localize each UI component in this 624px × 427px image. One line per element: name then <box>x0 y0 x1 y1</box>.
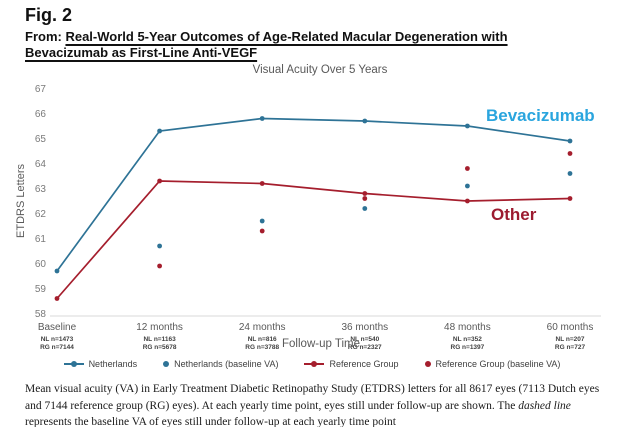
legend-label: Netherlands <box>88 359 138 369</box>
data-point-netherlands-baseline-va <box>465 183 470 189</box>
data-point-netherlands <box>465 123 470 129</box>
y-tick-label: 64 <box>35 159 47 170</box>
x-tick-label: 24 months <box>239 322 286 333</box>
data-point-reference-group <box>157 178 163 184</box>
dot-marker-icon <box>424 361 431 367</box>
chart-legend: Netherlands Netherlands (baseline VA) Re… <box>0 359 624 369</box>
y-tick-label: 59 <box>35 284 47 295</box>
y-tick-label: 63 <box>35 184 47 195</box>
y-tick-label: 58 <box>35 309 47 320</box>
legend-label: Reference Group <box>329 359 399 369</box>
from-prefix: From: <box>25 29 66 44</box>
figure-source-title: From: Real-World 5-Year Outcomes of Age-… <box>25 29 605 61</box>
x-axis-title: Follow-up Time <box>282 338 360 350</box>
x-tick-sublabel: RG n=2327 <box>348 344 382 351</box>
y-tick-label: 66 <box>35 109 47 120</box>
y-tick-label: 61 <box>35 234 47 245</box>
x-tick-sublabel: RG n=7144 <box>40 344 74 351</box>
data-point-netherlands <box>259 116 265 121</box>
article-title-line1: Real-World 5-Year Outcomes of Age-Relate… <box>65 29 508 44</box>
x-tick-sublabel: NL n=352 <box>453 336 482 343</box>
figure-label: Fig. 2 <box>25 5 73 25</box>
data-point-netherlands-baseline-va <box>259 218 265 224</box>
data-point-reference-group-baseline-va <box>259 228 265 234</box>
x-tick-sublabel: RG n=1397 <box>451 344 485 351</box>
article-title-line2: Bevacizumab as First-Line Anti-VEGF <box>25 45 258 60</box>
data-point-reference-group <box>465 198 470 204</box>
data-point-reference-group-baseline-va <box>362 196 368 201</box>
x-tick-sublabel: NL n=1163 <box>143 336 176 343</box>
caption-text: Mean visual acuity (VA) in Early Treatme… <box>25 383 600 412</box>
x-tick-sublabel: NL n=207 <box>556 336 585 343</box>
series-line-reference-group <box>56 180 571 300</box>
x-tick-sublabel: RG n=5678 <box>143 344 177 351</box>
article-title-link[interactable]: Real-World 5-Year Outcomes of Age-Relate… <box>25 29 508 60</box>
data-point-reference-group <box>259 181 265 186</box>
data-point-reference-group <box>567 196 573 201</box>
y-tick-label: 67 <box>35 84 47 95</box>
annotation-bevacizumab: Bevacizumab <box>486 106 595 125</box>
y-tick-label: 65 <box>35 134 47 145</box>
figure-caption: Mean visual acuity (VA) in Early Treatme… <box>25 381 605 427</box>
series-line-netherlands <box>56 117 571 272</box>
legend-label: Reference Group (baseline VA) <box>435 359 561 369</box>
x-tick-label: Baseline <box>38 322 77 333</box>
legend-item-netherlands: Netherlands <box>63 359 138 369</box>
data-point-reference-group <box>54 296 60 301</box>
data-point-netherlands-baseline-va <box>567 171 573 176</box>
data-point-netherlands <box>54 268 60 274</box>
x-tick-sublabel: NL n=1473 <box>41 336 74 343</box>
y-tick-label: 62 <box>35 209 47 220</box>
x-tick-sublabel: NL n=540 <box>350 336 379 343</box>
data-point-reference-group-baseline-va <box>465 166 470 171</box>
x-tick-sublabel: RG n=727 <box>555 344 586 351</box>
data-point-netherlands <box>157 128 163 134</box>
y-tick-label: 60 <box>35 259 47 270</box>
dot-marker-icon <box>163 361 170 367</box>
data-point-reference-group <box>362 191 368 196</box>
annotation-other: Other <box>491 205 537 224</box>
x-tick-label: 12 months <box>136 322 183 333</box>
legend-item-netherlands-baseline: Netherlands (baseline VA) <box>163 359 278 369</box>
legend-label: Netherlands (baseline VA) <box>174 359 279 369</box>
data-point-netherlands-baseline-va <box>362 206 368 211</box>
legend-item-reference-group-baseline: Reference Group (baseline VA) <box>424 359 561 369</box>
x-tick-sublabel: RG n=3788 <box>245 344 279 351</box>
x-tick-label: 36 months <box>341 322 388 333</box>
x-tick-label: 48 months <box>444 322 491 333</box>
data-point-reference-group-baseline-va <box>567 151 573 156</box>
line-marker-icon <box>63 361 84 367</box>
line-marker-icon <box>304 361 325 367</box>
caption-italic-text: dashed line <box>518 399 571 412</box>
caption-text: represents the baseline VA of eyes still… <box>25 416 396 427</box>
data-point-netherlands <box>362 118 368 124</box>
legend-item-reference-group: Reference Group <box>304 359 399 369</box>
data-point-netherlands <box>567 138 573 144</box>
x-tick-label: 60 months <box>547 322 594 333</box>
x-tick-sublabel: NL n=816 <box>248 336 277 343</box>
data-point-reference-group-baseline-va <box>157 263 163 269</box>
chart-title: Visual Acuity Over 5 Years <box>252 64 388 76</box>
data-point-netherlands-baseline-va <box>157 243 163 249</box>
